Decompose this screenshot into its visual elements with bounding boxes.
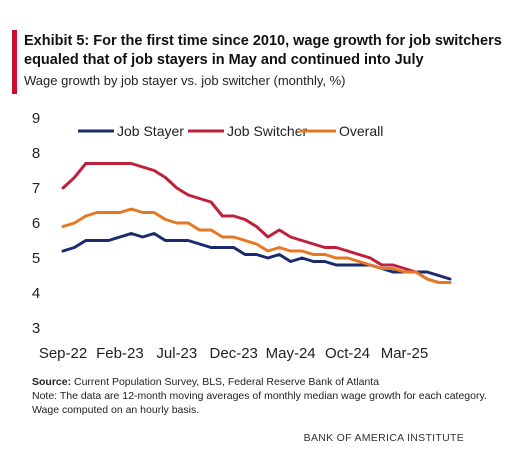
source-line: Source: Current Population Survey, BLS, … — [32, 375, 502, 389]
series-lines — [61, 162, 452, 284]
y-tick-label: 4 — [32, 285, 40, 302]
x-tick-label: Mar-25 — [381, 345, 429, 362]
line-chart: 3 4 5 6 7 8 9 Sep-22 Feb-23 Jul-23 Dec-23 May-24 Oc… — [32, 110, 452, 362]
series-line-overall — [61, 207, 452, 284]
legend: Job Stayer Job Switcher Overall — [78, 123, 383, 139]
brand-logo-text: BANK OF AMERICA INSTITUTE — [303, 432, 464, 444]
footnotes: Source: Current Population Survey, BLS, … — [32, 375, 502, 417]
series-line-job-switcher — [61, 162, 452, 284]
y-tick-label: 8 — [32, 145, 40, 162]
note-text: Note: The data are 12-month moving avera… — [32, 390, 487, 416]
x-tick-label: Dec-23 — [210, 345, 258, 362]
legend-label: Job Stayer — [117, 123, 184, 139]
x-tick-label: Feb-23 — [96, 345, 144, 362]
y-tick-label: 9 — [32, 110, 40, 127]
y-axis: 3 4 5 6 7 8 9 — [32, 110, 40, 337]
y-tick-label: 5 — [32, 250, 40, 267]
series-line-job-stayer — [61, 232, 452, 281]
x-axis: Sep-22 Feb-23 Jul-23 Dec-23 May-24 Oct-24 Mar-… — [39, 345, 428, 362]
chart-subtitle: Wage growth by job stayer vs. job switch… — [24, 73, 346, 88]
source-label: Source: — [32, 376, 72, 388]
y-tick-label: 6 — [32, 215, 40, 232]
accent-bar — [12, 30, 17, 94]
x-tick-label: Jul-23 — [156, 345, 197, 362]
y-tick-label: 3 — [32, 320, 40, 337]
legend-label: Job Switcher — [227, 123, 307, 139]
x-tick-label: Sep-22 — [39, 345, 87, 362]
legend-label: Overall — [339, 123, 383, 139]
x-tick-label: Oct-24 — [325, 345, 370, 362]
y-tick-label: 7 — [32, 180, 40, 197]
source-text: Current Population Survey, BLS, Federal … — [71, 376, 380, 388]
x-tick-label: May-24 — [266, 345, 316, 362]
exhibit-title: Exhibit 5: For the first time since 2010… — [24, 33, 502, 68]
